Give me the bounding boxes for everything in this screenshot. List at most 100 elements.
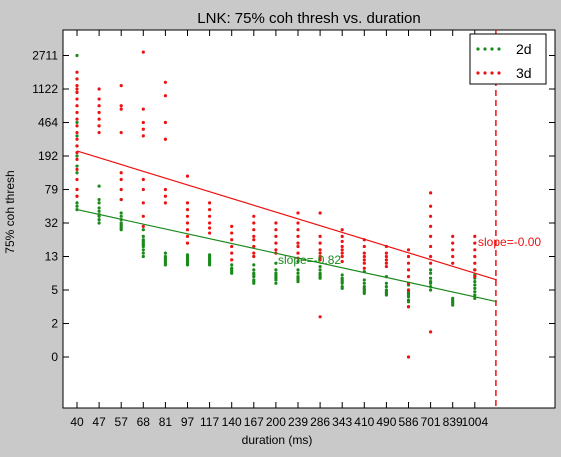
data-point-3d [274,228,278,232]
data-point-3d [384,261,388,265]
legend-marker [497,47,501,51]
data-point-2d [384,285,388,289]
data-point-3d [252,254,256,259]
data-point-3d [340,244,344,249]
data-point-3d [429,261,433,265]
data-point-3d [252,238,256,242]
data-point-3d [429,224,433,228]
data-point-2d [296,259,300,264]
data-point-2d [406,295,411,299]
data-point-2d [141,251,145,255]
data-point-3d [75,104,79,108]
data-point-2d [362,278,366,282]
data-point-3d [318,234,322,238]
y-tick-label: 192 [38,149,58,163]
data-point-2d [97,197,101,202]
data-point-3d [97,117,101,121]
points-layer [75,50,477,359]
data-point-2d [252,268,256,272]
data-point-2d [429,268,433,272]
data-point-3d [252,251,256,255]
legend-marker [476,71,480,75]
data-point-2d [163,263,167,267]
annotation-layer: slope=-0.82 slope=-0.00 [278,235,541,267]
data-point-2d [163,251,167,255]
data-point-2d [119,214,123,218]
data-point-2d [75,134,79,138]
data-point-3d [252,214,256,218]
x-tick-label: 40 [70,415,84,429]
x-tick-label: 57 [115,415,129,429]
data-point-2d [119,211,123,215]
data-point-3d [119,104,123,108]
data-point-2d [473,283,477,287]
data-point-3d [141,201,145,205]
data-point-3d [208,201,212,205]
data-point-3d [274,234,278,238]
data-point-3d [141,224,145,228]
data-point-3d [473,248,477,252]
legend-box [469,33,547,85]
axes-layer: 0 2 5 13 32 79 192 464 1122 2711 40 47 57 68 81 97 117 14… [32,30,555,429]
data-point-3d [119,84,123,88]
data-point-3d [141,214,145,218]
data-point-3d [75,130,79,135]
slope-label-3d: slope=-0.00 [478,235,541,249]
data-point-3d [318,315,322,319]
data-point-3d [362,258,366,262]
data-point-3d [141,187,145,192]
data-point-3d [163,187,167,192]
data-point-2d [362,281,366,285]
y-tick-label: 0 [51,350,58,364]
data-point-2d [252,263,256,267]
data-point-3d [473,261,477,265]
data-point-3d [75,97,79,101]
data-point-3d [75,137,79,141]
x-tick-label: 1004 [461,415,488,429]
data-point-3d [185,214,190,218]
data-point-3d [230,224,234,228]
data-point-3d [274,241,278,245]
data-point-3d [97,97,101,101]
data-point-3d [75,87,79,91]
data-point-3d [362,254,366,259]
data-point-3d [406,254,411,259]
data-point-3d [75,117,79,121]
y-tick-label: 2711 [32,49,58,63]
data-point-3d [384,254,388,259]
data-point-2d [75,154,79,158]
data-point-3d [185,221,190,225]
data-point-3d [141,120,145,125]
data-point-3d [208,214,212,218]
data-point-3d [97,130,101,135]
data-point-2d [274,261,278,265]
data-point-3d [163,201,167,205]
data-point-3d [97,110,101,115]
x-tick-label: 68 [137,415,151,429]
data-point-3d [141,134,145,138]
data-point-2d [340,286,344,290]
data-point-2d [429,276,433,280]
data-point-3d [75,70,79,74]
data-point-2d [119,228,123,232]
data-point-3d [141,50,145,54]
data-point-3d [208,208,212,212]
x-tick-label: 117 [200,415,219,429]
data-point-3d [296,234,300,238]
data-point-3d [75,110,79,115]
data-point-3d [141,107,145,111]
data-point-3d [75,187,79,192]
data-point-3d [274,221,278,225]
fit-lines-layer [76,30,498,408]
y-tick-label: 1122 [32,82,58,96]
legend-marker [490,71,494,75]
data-point-3d [318,248,322,252]
data-point-3d [296,221,300,225]
data-point-2d [473,286,477,290]
data-point-2d [296,268,300,272]
data-point-3d [252,244,256,249]
data-point-2d [230,271,234,275]
x-tick-label: 47 [92,415,106,429]
data-point-3d [473,275,477,279]
